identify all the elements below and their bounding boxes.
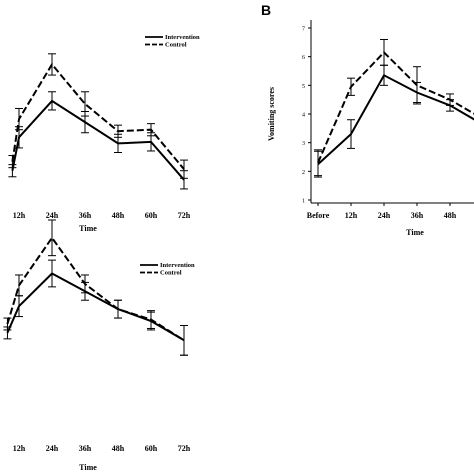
error-bar	[114, 124, 122, 138]
legend-label-intervention: Intervention	[165, 34, 200, 41]
error-bar	[147, 123, 155, 137]
error-bar	[48, 219, 56, 257]
error-bar	[81, 274, 89, 294]
error-bar	[446, 93, 454, 106]
chart-panel-1: 12h 24h 36h 48h 60h 72h Time InterventionContro…	[8, 34, 200, 233]
x-tick-label: 12h	[13, 211, 26, 220]
chart-panel-2: 1 2 3 4 5 6 7 Before 12h 24h 36h 48h Time Vomiting sc…	[261, 2, 474, 237]
x-axis-title: Time	[406, 228, 424, 237]
y-tick-label: 1	[302, 199, 305, 205]
series-intervention	[8, 91, 188, 190]
x-tick-label: 36h	[411, 211, 424, 220]
y-tick-label: 2	[302, 170, 305, 176]
plot-area	[8, 53, 188, 190]
series-control	[314, 38, 474, 177]
series-line-control	[317, 50, 474, 164]
legend-label-intervention: Intervention	[160, 262, 195, 269]
x-tick-label: Before	[307, 211, 330, 220]
legend-label-control: Control	[165, 42, 187, 49]
series-control	[8, 53, 188, 179]
x-axis-title: Time	[79, 463, 97, 472]
error-bar	[81, 91, 89, 117]
x-tick-label: 24h	[378, 211, 391, 220]
x-tick-label: 12h	[345, 211, 358, 220]
x-tick-label: 48h	[444, 211, 457, 220]
x-axis-title: Time	[79, 224, 97, 233]
panel-label: B	[261, 2, 271, 18]
error-bar	[180, 159, 188, 179]
plot-area	[3, 219, 188, 356]
error-bar	[15, 274, 23, 297]
series-line-intervention	[11, 99, 185, 181]
x-tick-label: 72h	[178, 444, 191, 453]
x-tick-label: 48h	[112, 211, 125, 220]
x-tick-label: 24h	[46, 444, 59, 453]
chart-panel-3: 12h 24h 36h 48h 60h 72h Time InterventionContro…	[3, 219, 195, 472]
x-tick-label: 48h	[112, 444, 125, 453]
error-bar	[48, 91, 56, 111]
x-tick-label: 72h	[178, 211, 191, 220]
y-tick-label: 7	[302, 27, 305, 33]
error-bar	[147, 310, 155, 329]
y-tick-label: 3	[302, 141, 305, 147]
error-bar	[380, 38, 388, 66]
error-bar	[314, 149, 322, 177]
error-bar	[347, 119, 355, 149]
x-tick-label: 36h	[79, 211, 92, 220]
x-tick-label: 24h	[46, 211, 59, 220]
plot-area	[314, 38, 474, 178]
series-control	[3, 219, 188, 356]
x-tick-label: 60h	[145, 444, 158, 453]
error-bar	[114, 299, 122, 319]
y-tick-label: 4	[302, 113, 305, 119]
error-bar	[48, 53, 56, 76]
x-tick-label: 60h	[145, 211, 158, 220]
x-tick-label: 12h	[13, 444, 26, 453]
x-tick-label: 36h	[79, 444, 92, 453]
legend-label-control: Control	[160, 270, 182, 277]
y-tick-label: 5	[302, 84, 305, 90]
error-bar	[8, 155, 17, 169]
series-intervention	[314, 64, 474, 178]
error-bar	[347, 77, 355, 96]
error-bar	[48, 259, 56, 288]
series-line-intervention	[6, 272, 185, 342]
series-line-intervention	[317, 73, 474, 165]
error-bar	[3, 317, 12, 331]
error-bar	[413, 66, 421, 105]
y-axis-title: Vomiting scores	[267, 87, 276, 141]
error-bar	[15, 107, 23, 131]
y-tick-label: 6	[302, 55, 305, 61]
error-bar	[180, 324, 188, 356]
